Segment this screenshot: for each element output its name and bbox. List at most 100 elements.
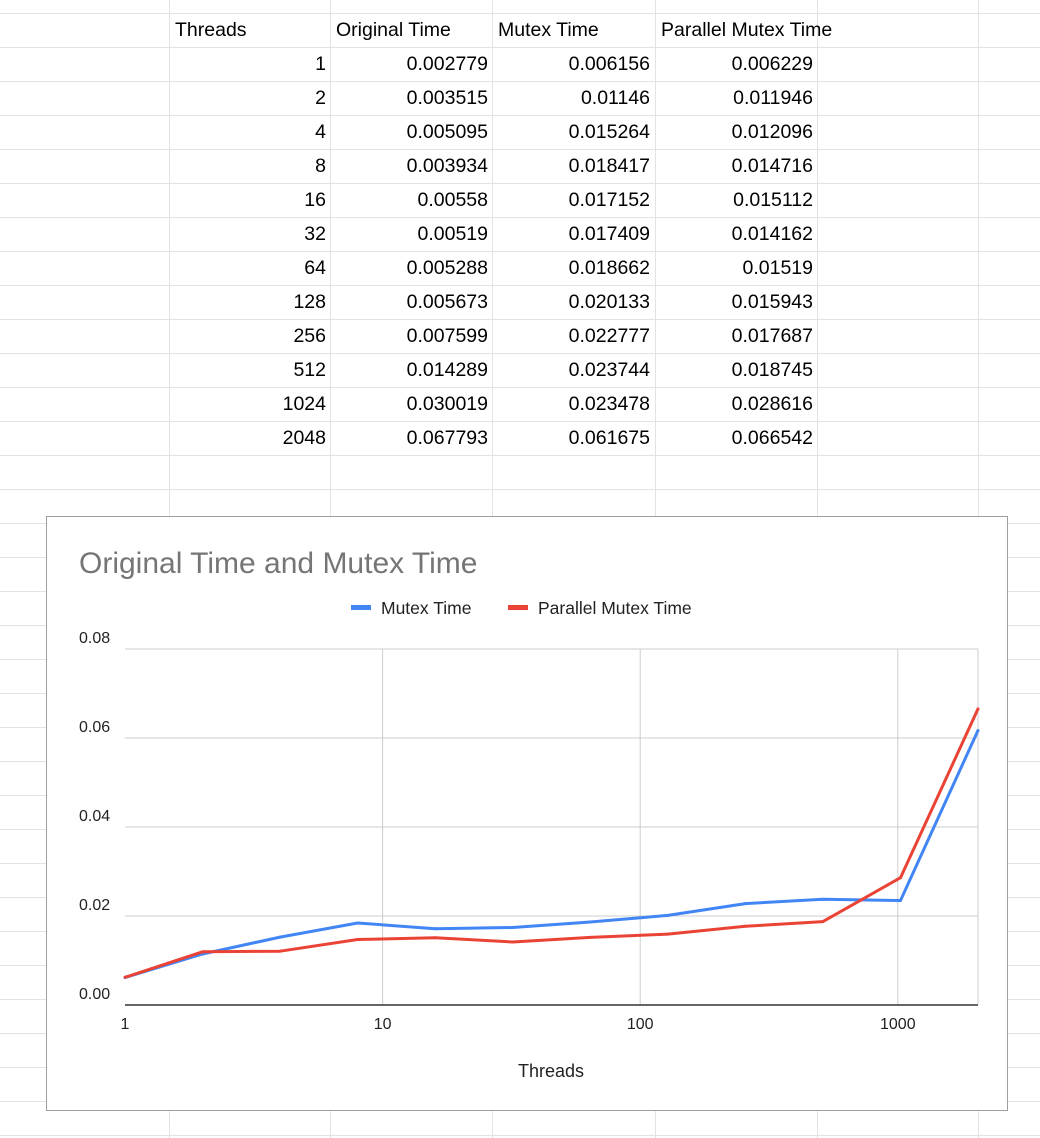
data-point — [976, 707, 980, 711]
header-cell-threads[interactable]: Threads — [175, 19, 247, 41]
chart-legend: Mutex Time Parallel Mutex Time — [351, 598, 692, 618]
cell-parallel-mutex-time[interactable]: 0.014162 — [731, 223, 813, 245]
data-point — [356, 938, 360, 942]
x-tick-label: 1000 — [880, 1016, 916, 1033]
data-point — [743, 902, 747, 906]
cell-original-time[interactable]: 0.030019 — [406, 393, 488, 415]
data-point — [278, 949, 282, 953]
x-tick-label: 10 — [374, 1016, 392, 1033]
data-point — [511, 926, 515, 930]
cell-mutex-time[interactable]: 0.018417 — [568, 155, 650, 177]
legend-swatch — [351, 605, 371, 610]
x-tick-label: 100 — [627, 1016, 654, 1033]
cell-threads[interactable]: 2048 — [282, 427, 326, 449]
cell-mutex-time[interactable]: 0.020133 — [568, 291, 650, 313]
data-point — [201, 950, 205, 954]
table-row: 1024 0.030019 0.023478 0.028616 — [0, 387, 1040, 421]
header-cell-original-time[interactable]: Original Time — [336, 19, 451, 41]
y-tick-label: 0.08 — [79, 630, 110, 647]
cell-original-time[interactable]: 0.003934 — [406, 155, 488, 177]
cell-parallel-mutex-time[interactable]: 0.015943 — [731, 291, 813, 313]
cell-threads[interactable]: 512 — [293, 359, 326, 381]
table-row: 1 0.002779 0.006156 0.006229 — [0, 47, 1040, 81]
cell-threads[interactable]: 1024 — [282, 393, 326, 415]
cell-parallel-mutex-time[interactable]: 0.006229 — [731, 53, 813, 75]
chart-title: Original Time and Mutex Time — [79, 547, 477, 580]
cell-mutex-time[interactable]: 0.023478 — [568, 393, 650, 415]
data-point — [433, 927, 437, 931]
cell-threads[interactable]: 1 — [315, 53, 326, 75]
cell-mutex-time[interactable]: 0.017409 — [568, 223, 650, 245]
cell-mutex-time[interactable]: 0.061675 — [568, 427, 650, 449]
table-row: 32 0.00519 0.017409 0.014162 — [0, 217, 1040, 251]
cell-parallel-mutex-time[interactable]: 0.012096 — [731, 121, 813, 143]
data-point — [976, 729, 980, 733]
cell-parallel-mutex-time[interactable]: 0.018745 — [731, 359, 813, 381]
chart-axes: 0.00 0.02 0.04 0.06 0.08 1 10 100 1000 — [79, 630, 978, 1033]
x-tick-label: 1 — [121, 1016, 130, 1033]
cell-mutex-time[interactable]: 0.017152 — [568, 189, 650, 211]
series-line-parallel-mutex-time — [124, 708, 980, 979]
cell-original-time[interactable]: 0.005095 — [406, 121, 488, 143]
cell-original-time[interactable]: 0.00519 — [417, 223, 489, 245]
cell-mutex-time[interactable]: 0.023744 — [568, 359, 650, 381]
cell-mutex-time[interactable]: 0.022777 — [568, 325, 650, 347]
cell-original-time[interactable]: 0.007599 — [406, 325, 488, 347]
y-tick-label: 0.06 — [79, 719, 110, 736]
cell-parallel-mutex-time[interactable]: 0.017687 — [731, 325, 813, 347]
table-row: 4 0.005095 0.015264 0.012096 — [0, 115, 1040, 149]
cell-parallel-mutex-time[interactable]: 0.015112 — [733, 189, 813, 211]
data-point — [123, 975, 127, 979]
cell-threads[interactable]: 64 — [304, 257, 326, 279]
table-row: 512 0.014289 0.023744 0.018745 — [0, 353, 1040, 387]
cell-original-time[interactable]: 0.005673 — [406, 291, 488, 313]
chart-container[interactable]: Original Time and Mutex Time Mutex Time P… — [46, 516, 1008, 1111]
y-tick-label: 0.02 — [79, 897, 110, 914]
cell-threads[interactable]: 128 — [293, 291, 326, 313]
x-axis-label: Threads — [518, 1061, 584, 1081]
data-point — [666, 932, 670, 936]
cell-threads[interactable]: 2 — [315, 87, 326, 109]
data-point — [898, 899, 902, 903]
y-tick-label: 0.00 — [79, 986, 110, 1003]
cell-threads[interactable]: 16 — [304, 189, 326, 211]
cell-original-time[interactable]: 0.005288 — [406, 257, 488, 279]
cell-original-time[interactable]: 0.014289 — [406, 359, 488, 381]
legend-label: Mutex Time — [381, 598, 471, 618]
header-cell-mutex-time[interactable]: Mutex Time — [498, 19, 599, 41]
header-cell-parallel-mutex-time[interactable]: Parallel Mutex Time — [661, 19, 833, 41]
table-row: 2048 0.067793 0.061675 0.066542 — [0, 421, 1040, 455]
data-point — [511, 940, 515, 944]
cell-original-time[interactable]: 0.067793 — [406, 427, 488, 449]
table-row: 8 0.003934 0.018417 0.014716 — [0, 149, 1040, 183]
cell-threads[interactable]: 256 — [293, 325, 326, 347]
header-row: Threads Original Time Mutex Time Paralle… — [0, 13, 1040, 47]
data-point — [433, 936, 437, 940]
table-row: 16 0.00558 0.017152 0.015112 — [0, 183, 1040, 217]
cell-threads[interactable]: 8 — [315, 155, 326, 177]
cell-mutex-time[interactable]: 0.01146 — [580, 87, 650, 109]
y-tick-label: 0.04 — [79, 808, 110, 825]
data-point — [821, 920, 825, 924]
data-point — [356, 921, 360, 925]
cell-original-time[interactable]: 0.003515 — [406, 87, 488, 109]
cell-mutex-time[interactable]: 0.018662 — [568, 257, 650, 279]
cell-parallel-mutex-time[interactable]: 0.028616 — [731, 393, 813, 415]
cell-threads[interactable]: 32 — [304, 223, 326, 245]
legend-swatch — [508, 605, 528, 610]
data-point — [821, 897, 825, 901]
table-row: 64 0.005288 0.018662 0.01519 — [0, 251, 1040, 285]
cell-mutex-time[interactable]: 0.006156 — [568, 53, 650, 75]
data-point — [588, 920, 592, 924]
cell-parallel-mutex-time[interactable]: 0.011946 — [733, 87, 813, 109]
cell-mutex-time[interactable]: 0.015264 — [568, 121, 650, 143]
cell-original-time[interactable]: 0.00558 — [417, 189, 489, 211]
cell-threads[interactable]: 4 — [315, 121, 326, 143]
data-point — [743, 924, 747, 928]
chart-series — [123, 707, 980, 980]
cell-parallel-mutex-time[interactable]: 0.01519 — [742, 257, 814, 279]
cell-parallel-mutex-time[interactable]: 0.014716 — [731, 155, 813, 177]
series-line-mutex-time — [124, 729, 980, 980]
cell-parallel-mutex-time[interactable]: 0.066542 — [731, 427, 813, 449]
cell-original-time[interactable]: 0.002779 — [406, 53, 488, 75]
